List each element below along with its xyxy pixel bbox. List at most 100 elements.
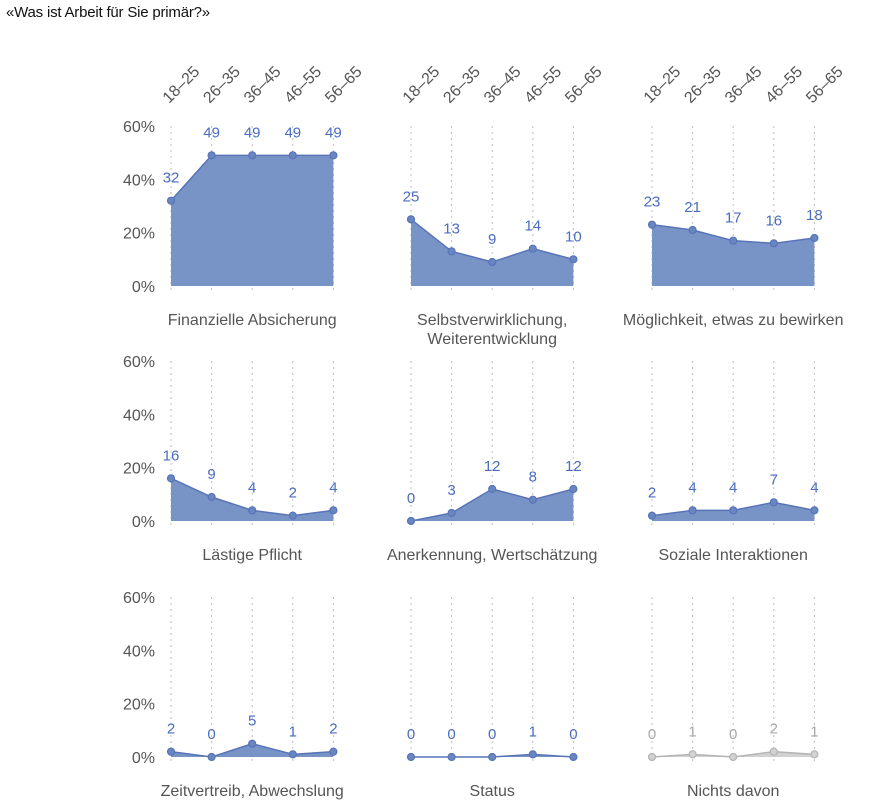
data-point	[528, 244, 537, 253]
data-label: 49	[325, 124, 342, 141]
data-point	[688, 750, 697, 759]
data-label: 1	[289, 723, 297, 740]
data-point	[769, 498, 778, 507]
data-point	[810, 750, 819, 759]
y-tick-label: 60%	[123, 119, 155, 136]
data-point	[207, 492, 216, 502]
data-label: 32	[163, 170, 180, 187]
data-label: 4	[729, 479, 737, 496]
data-point	[288, 511, 297, 520]
data-label: 21	[684, 199, 701, 216]
data-label: 18	[806, 207, 823, 224]
data-point	[647, 511, 657, 520]
panel-title: Zeitvertreib, Abwechslung	[161, 783, 344, 800]
data-point	[166, 474, 176, 483]
data-label: 10	[565, 228, 582, 245]
data-point	[528, 495, 537, 504]
data-point	[729, 506, 738, 515]
data-label: 13	[443, 220, 460, 237]
data-label: 9	[488, 231, 496, 248]
data-point	[569, 752, 578, 762]
data-label: 8	[529, 469, 537, 486]
x-category-label: 46–55	[763, 63, 807, 107]
area-fill	[171, 155, 334, 286]
data-point	[406, 516, 416, 526]
data-label: 49	[284, 124, 301, 141]
panel-title: Nichts davon	[687, 783, 780, 800]
x-category-label: 56–65	[322, 63, 366, 107]
data-label: 4	[810, 479, 818, 496]
data-label: 9	[207, 466, 215, 483]
data-point	[488, 257, 497, 267]
x-category-label: 46–55	[282, 63, 326, 107]
y-tick-label: 60%	[123, 354, 155, 371]
data-label: 1	[529, 723, 537, 740]
data-point	[769, 239, 778, 248]
data-label: 16	[163, 447, 180, 464]
data-point	[688, 225, 697, 235]
y-tick-label: 20%	[123, 697, 155, 714]
data-point	[406, 215, 416, 224]
data-label: 0	[407, 726, 415, 743]
data-label: 0	[488, 726, 496, 743]
data-label: 17	[725, 210, 742, 227]
data-point	[207, 151, 216, 160]
data-point	[729, 236, 738, 245]
x-category-label: 18–25	[160, 63, 204, 107]
data-label: 49	[203, 124, 220, 141]
data-label: 2	[329, 721, 337, 738]
data-point	[569, 255, 578, 264]
data-label: 12	[565, 458, 582, 475]
data-point	[447, 752, 456, 762]
panel-title: Weiterentwicklung	[427, 331, 557, 348]
data-label: 0	[447, 726, 455, 743]
data-point	[248, 151, 257, 160]
area-fill	[652, 224, 815, 286]
data-label: 2	[770, 721, 778, 738]
data-label: 7	[770, 471, 778, 488]
data-point	[248, 506, 257, 515]
y-tick-label: 20%	[123, 226, 155, 243]
data-point	[406, 752, 416, 762]
x-category-label: 36–45	[241, 63, 285, 107]
panel-title: Möglichkeit, etwas zu bewirken	[623, 312, 844, 329]
x-category-label: 56–65	[562, 63, 606, 107]
x-category-label: 26–35	[200, 63, 244, 107]
panel-title: Soziale Interaktionen	[658, 547, 807, 564]
data-point	[729, 752, 738, 762]
data-label: 0	[729, 726, 737, 743]
data-point	[329, 506, 338, 515]
data-label: 14	[524, 218, 541, 235]
data-point	[329, 151, 338, 160]
data-point	[288, 750, 297, 759]
data-label: 3	[447, 482, 455, 499]
data-label: 16	[765, 212, 782, 229]
panel-title: Status	[470, 783, 515, 800]
data-label: 23	[644, 194, 661, 211]
data-point	[447, 247, 456, 256]
data-label: 2	[289, 485, 297, 502]
data-point	[688, 506, 697, 515]
data-label: 0	[207, 726, 215, 743]
data-label: 2	[648, 485, 656, 502]
x-category-label: 56–65	[803, 63, 847, 107]
area-fill	[171, 478, 334, 521]
data-label: 5	[248, 713, 256, 730]
x-category-label: 26–35	[440, 63, 484, 107]
data-label: 49	[244, 124, 261, 141]
data-label: 4	[329, 479, 337, 496]
y-tick-label: 40%	[123, 643, 155, 660]
data-point	[769, 747, 778, 756]
x-category-label: 36–45	[481, 63, 525, 107]
data-label: 12	[484, 458, 501, 475]
data-label: 1	[688, 723, 696, 740]
data-label: 0	[407, 490, 415, 507]
data-point	[488, 484, 497, 494]
data-point	[488, 752, 497, 762]
panel-title: Selbstverwirklichung,	[417, 312, 567, 329]
data-point	[329, 747, 338, 756]
data-point	[447, 508, 456, 518]
data-label: 0	[648, 726, 656, 743]
data-point	[647, 752, 657, 762]
